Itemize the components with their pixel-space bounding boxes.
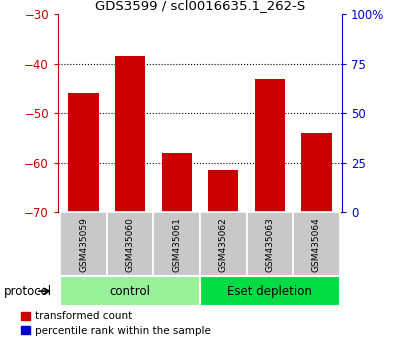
Bar xyxy=(208,209,238,212)
Text: GSM435064: GSM435064 xyxy=(312,217,321,272)
Legend: transformed count, percentile rank within the sample: transformed count, percentile rank withi… xyxy=(21,312,211,336)
Bar xyxy=(115,210,145,212)
Bar xyxy=(162,210,192,212)
Bar xyxy=(208,170,238,212)
Text: GSM435060: GSM435060 xyxy=(126,217,135,272)
Text: GSM435063: GSM435063 xyxy=(265,217,274,272)
Text: GSM435062: GSM435062 xyxy=(219,217,228,272)
Bar xyxy=(162,153,192,212)
Text: Eset depletion: Eset depletion xyxy=(227,285,312,298)
Text: GSM435059: GSM435059 xyxy=(79,217,88,272)
Bar xyxy=(60,276,200,306)
Bar xyxy=(115,56,145,212)
Bar xyxy=(68,93,99,212)
Bar xyxy=(200,212,246,276)
Bar xyxy=(68,210,99,212)
Title: GDS3599 / scl0016635.1_262-S: GDS3599 / scl0016635.1_262-S xyxy=(95,0,305,12)
Bar xyxy=(107,212,154,276)
Text: protocol: protocol xyxy=(4,285,52,298)
Text: GSM435061: GSM435061 xyxy=(172,217,181,272)
Bar xyxy=(301,133,332,212)
Bar xyxy=(200,276,340,306)
Bar xyxy=(255,209,285,212)
Bar xyxy=(293,212,340,276)
Text: control: control xyxy=(110,285,151,298)
Bar xyxy=(154,212,200,276)
Bar xyxy=(255,79,285,212)
Bar xyxy=(246,212,293,276)
Bar xyxy=(301,209,332,212)
Bar xyxy=(60,212,107,276)
